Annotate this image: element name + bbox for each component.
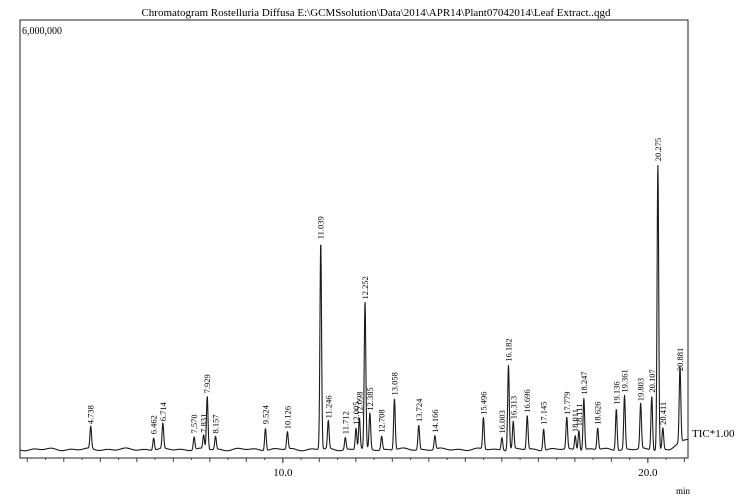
peak-label: 12.098 xyxy=(354,392,364,415)
peak-label: 7.929 xyxy=(202,374,212,393)
peak-label: 19.361 xyxy=(620,369,630,392)
peak-label: 7.831 xyxy=(199,414,209,433)
peak-label: 16.313 xyxy=(508,396,518,419)
peak-label: 20.881 xyxy=(675,348,685,371)
peak-label: 17.145 xyxy=(539,402,549,425)
y-axis-max-label: 6,000,000 xyxy=(22,26,62,37)
peak-label: 6.714 xyxy=(158,401,168,421)
peak-label: 16.696 xyxy=(522,389,532,412)
peak-label: 13.724 xyxy=(414,398,424,422)
peak-label: 11.039 xyxy=(316,216,326,239)
chart-title: Chromatogram Rostelluria Diffusa E:\GCMS… xyxy=(141,7,611,19)
peak-label: 12.385 xyxy=(365,387,375,410)
peak-label: 12.252 xyxy=(360,276,370,299)
peak-label: 18.626 xyxy=(593,402,603,425)
peak-label: 12.708 xyxy=(377,409,387,432)
peak-label: 18.011 xyxy=(570,409,580,432)
x-tick-label: 20.0 xyxy=(638,467,658,479)
trace-label: TIC*1.00 xyxy=(692,428,735,440)
peak-label: 20.107 xyxy=(647,369,657,392)
peak-label: 16.182 xyxy=(504,338,514,361)
peak-label: 14.166 xyxy=(430,409,440,432)
peak-label: 19.803 xyxy=(636,378,646,401)
peak-label: 20.275 xyxy=(653,138,663,161)
peak-label: 18.247 xyxy=(579,371,589,394)
peak-label: 10.126 xyxy=(282,406,292,429)
peak-label: 15.496 xyxy=(478,392,488,415)
plot-frame xyxy=(19,19,689,459)
peak-label: 20.411 xyxy=(658,402,668,425)
x-axis-unit-label: min xyxy=(676,486,691,496)
tic-trace xyxy=(19,164,689,452)
peak-label: 16.003 xyxy=(497,410,507,433)
peak-label: 4.738 xyxy=(86,405,96,424)
peak-label: 11.712 xyxy=(340,411,350,434)
peak-label: 12.005 xyxy=(351,402,361,425)
x-tick-label: 10.0 xyxy=(273,467,293,479)
peak-label: 6.462 xyxy=(149,415,159,434)
peak-label: 17.779 xyxy=(562,392,572,415)
peak-label: 11.246 xyxy=(323,395,333,418)
peak-label: 18.111 xyxy=(574,404,584,427)
peak-label: 9.524 xyxy=(260,404,270,424)
peak-label: 19.136 xyxy=(611,381,621,404)
peak-label: 7.570 xyxy=(189,414,199,433)
peak-label: 13.058 xyxy=(389,372,399,395)
peak-label: 8.157 xyxy=(211,414,221,433)
x-axis-ticks: 10.0 20.0 xyxy=(26,458,685,479)
